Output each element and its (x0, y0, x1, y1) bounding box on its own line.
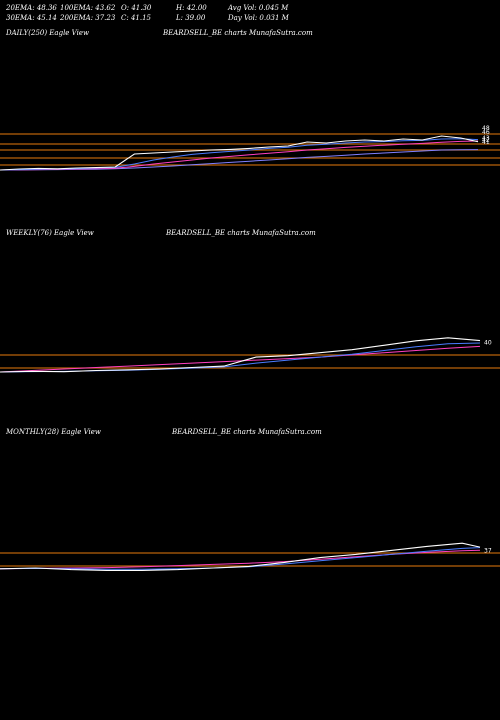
y-tick-label-0-1: 46 (482, 129, 490, 136)
close-stat: C: 41.15 (121, 14, 151, 22)
series-line-2-2 (0, 549, 481, 570)
y-tick-label-0-3: 42 (482, 137, 490, 144)
series-line-0-1 (0, 138, 479, 171)
series-line-1-0 (0, 337, 481, 373)
ema20-stat: 20EMA: 48.36 (6, 4, 57, 12)
y-tick-label-0-0: 48 (482, 125, 490, 132)
monthly-panel-title: MONTHLY(28) Eagle View (6, 428, 101, 436)
ema30-stat: 30EMA: 45.14 (6, 14, 57, 22)
series-line-2-0 (0, 542, 481, 571)
open-stat: O: 41.30 (121, 4, 152, 12)
y-tick-label-1-0: 40 (484, 339, 492, 346)
y-tick-label-0-4: 41 (482, 139, 490, 146)
series-line-1-2 (0, 345, 481, 373)
day-vol-stat: Day Vol: 0.031 M (228, 14, 289, 22)
weekly-panel-title: WEEKLY(76) Eagle View (6, 229, 94, 237)
daily-watermark: BEARDSELL_BE charts MunafaSutra.com (163, 29, 313, 37)
y-tick-label-2-0: 37 (484, 547, 492, 554)
ema200-stat: 200EMA: 37.23 (60, 14, 116, 22)
y-tick-label-0-2: 43 (482, 135, 490, 142)
ema100-stat: 100EMA: 43.62 (60, 4, 116, 12)
low-stat: L: 39.00 (176, 14, 206, 22)
series-line-0-0 (0, 135, 479, 171)
monthly-watermark: BEARDSELL_BE charts MunafaSutra.com (172, 428, 322, 436)
weekly-watermark: BEARDSELL_BE charts MunafaSutra.com (166, 229, 316, 237)
daily-panel-title: DAILY(250) Eagle View (6, 29, 89, 37)
series-line-0-2 (0, 140, 479, 171)
avg-vol-stat: Avg Vol: 0.045 M (228, 4, 289, 12)
high-stat: H: 42.00 (176, 4, 207, 12)
series-line-0-3 (0, 149, 479, 171)
